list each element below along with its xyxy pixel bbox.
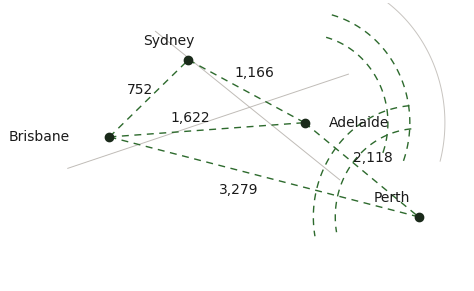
Text: Sydney: Sydney (143, 34, 194, 48)
Text: 3,279: 3,279 (219, 183, 258, 197)
Text: Adelaide: Adelaide (328, 116, 389, 130)
Text: Brisbane: Brisbane (9, 130, 70, 144)
Text: Perth: Perth (374, 191, 410, 205)
Text: 1,166: 1,166 (234, 66, 274, 80)
Text: 1,622: 1,622 (171, 111, 210, 125)
Text: 2,118: 2,118 (353, 151, 392, 165)
Text: 752: 752 (127, 83, 153, 97)
